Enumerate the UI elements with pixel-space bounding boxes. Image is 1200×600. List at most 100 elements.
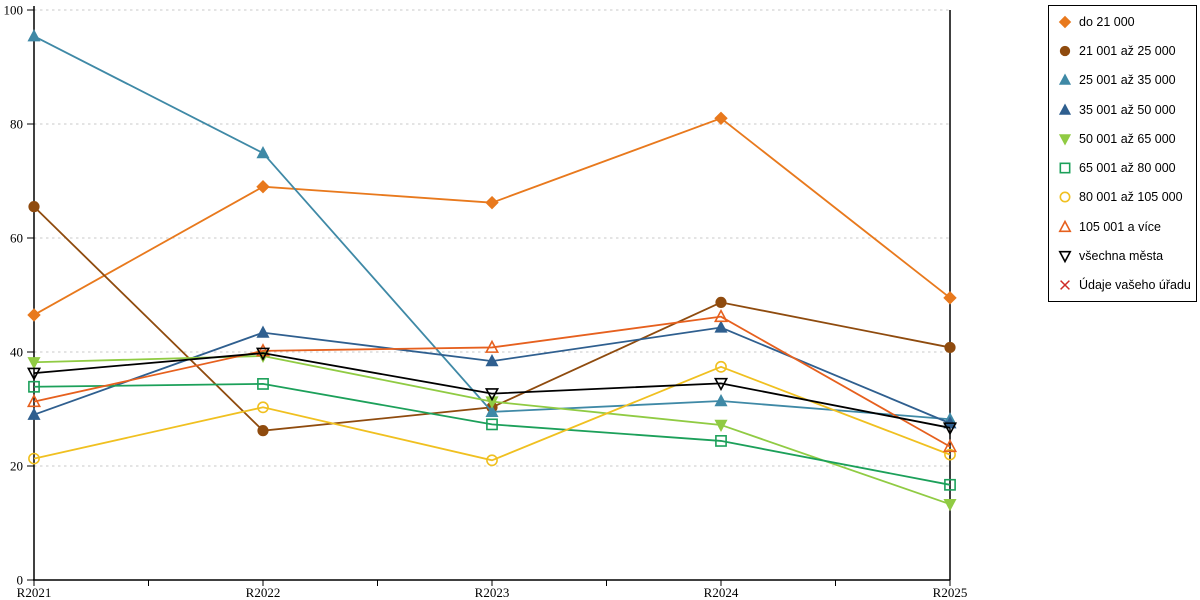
series-line-7 (33, 315, 951, 448)
legend-marker (1059, 46, 1071, 57)
triangle-up-filled-marker-icon (256, 325, 270, 338)
x-axis-tick-label: R2025 (933, 585, 968, 600)
triangle-up-open-marker-icon (484, 339, 500, 353)
diamond-filled-marker-icon (943, 291, 957, 305)
legend-item-label: 105 001 a více (1079, 219, 1162, 234)
legend-marker (1059, 191, 1071, 203)
triangle-up-open-marker-icon (1058, 219, 1072, 232)
diamond-filled-marker-icon (27, 308, 41, 322)
square-open-marker-icon (28, 380, 40, 393)
legend-item: 25 001 až 35 000 (1057, 71, 1192, 89)
square-open-marker-icon (1059, 162, 1071, 174)
triangle-down-filled-marker-icon (1058, 134, 1072, 146)
series-line-8 (33, 352, 951, 429)
legend-item-label: do 21 000 (1079, 15, 1135, 29)
circle-open-marker-icon (257, 401, 269, 414)
legend-item: Údaje vašeho úřadu (1057, 276, 1192, 294)
legend-marker (1058, 103, 1072, 115)
triangle-down-filled-marker-icon (943, 499, 957, 512)
legend-marker (1058, 15, 1072, 29)
legend-item: 21 001 až 25 000 (1057, 42, 1192, 60)
circle-filled-marker-icon (28, 201, 40, 213)
triangle-up-open-marker-icon (26, 393, 42, 408)
diamond-filled-marker-icon (485, 195, 499, 210)
legend-marker (1059, 162, 1071, 174)
legend-item: 65 001 až 80 000 (1057, 159, 1192, 177)
x-axis-tick-label: R2023 (475, 585, 510, 600)
triangle-up-filled-marker-icon (485, 354, 499, 367)
x-axis-tick-label: R2022 (246, 585, 281, 600)
triangle-up-filled-marker-icon (27, 407, 41, 420)
square-open-marker-icon (257, 378, 269, 390)
legend-marker (1058, 250, 1072, 263)
diamond-filled-marker-icon (1058, 15, 1072, 29)
triangle-down-filled-marker-icon (714, 419, 728, 433)
legend-item: 35 001 až 50 000 (1057, 101, 1192, 119)
triangle-up-filled-marker-icon (1058, 103, 1072, 115)
legend-item: všechna města (1057, 247, 1192, 265)
triangle-down-filled-marker-icon (485, 396, 499, 409)
circle-open-marker-icon (715, 360, 727, 373)
legend-item-label: 35 001 až 50 000 (1079, 102, 1176, 117)
y-axis-tick-label: 60 (10, 231, 23, 246)
legend-item: 50 001 až 65 000 (1057, 130, 1192, 148)
circle-filled-marker-icon (944, 341, 956, 354)
triangle-up-filled-marker-icon (485, 404, 499, 418)
triangle-up-open-marker-icon (713, 308, 729, 323)
triangle-up-filled-marker-icon (256, 146, 270, 159)
diamond-filled-marker-icon (714, 111, 728, 126)
legend-item-label: 25 001 až 35 000 (1079, 73, 1176, 88)
triangle-down-filled-marker-icon (27, 357, 41, 370)
triangle-down-open-marker-icon (484, 388, 500, 402)
square-open-marker-icon (715, 435, 727, 447)
diamond-filled-marker-icon (256, 179, 270, 194)
triangle-up-filled-marker-icon (27, 29, 41, 42)
triangle-down-open-marker-icon (26, 367, 42, 381)
triangle-up-open-marker-icon (255, 343, 271, 357)
y-axis-tick-label: 100 (4, 3, 24, 18)
y-axis-tick-label: 80 (10, 117, 23, 132)
series-line-6 (33, 365, 951, 462)
square-open-marker-icon (486, 418, 498, 431)
series-line-0 (33, 117, 951, 316)
circle-open-marker-icon (28, 452, 40, 465)
triangle-down-open-marker-icon (255, 347, 271, 361)
triangle-down-open-marker-icon (942, 422, 958, 436)
legend-item: do 21 000 (1057, 13, 1192, 31)
legend-item-label: Údaje vašeho úřadu (1079, 277, 1191, 292)
legend-item: 80 001 až 105 000 (1057, 188, 1192, 206)
legend-item-label: 50 001 až 65 000 (1079, 131, 1176, 146)
triangle-up-filled-marker-icon (714, 320, 728, 333)
circle-open-marker-icon (486, 454, 498, 467)
y-axis-tick-label: 0 (17, 573, 24, 588)
circle-open-marker-icon (944, 448, 956, 461)
legend-item-label: všechna města (1079, 248, 1164, 263)
triangle-up-filled-marker-icon (1058, 73, 1072, 86)
line-chart: 0 20 40 60 80 100 R2021 R2022 R2023 R2024 R2025 (4, 3, 968, 600)
square-open-marker-icon (944, 478, 956, 491)
legend-item-label: 80 001 až 105 000 (1079, 190, 1183, 205)
legend-marker (1058, 219, 1072, 232)
triangle-down-open-marker-icon (713, 377, 729, 392)
circle-filled-marker-icon (1059, 46, 1071, 57)
legend-item-label: 21 001 až 25 000 (1079, 44, 1176, 59)
x-axis-tick-label: R2024 (704, 585, 739, 600)
x-axis-tick-label: R2021 (17, 585, 52, 600)
triangle-up-filled-marker-icon (714, 393, 728, 407)
triangle-down-open-marker-icon (1058, 250, 1072, 263)
legend-marker (1060, 280, 1070, 290)
circle-filled-marker-icon (715, 296, 727, 309)
legend-item: 105 001 a více (1057, 218, 1192, 236)
y-axis-tick-label: 20 (10, 459, 23, 474)
circle-open-marker-icon (1059, 191, 1071, 203)
circle-filled-marker-icon (257, 425, 269, 437)
x-open-marker-icon (1060, 280, 1070, 290)
series-line-5 (33, 383, 951, 486)
legend-item-label: 65 001 až 80 000 (1079, 161, 1176, 176)
legend: do 21 000 21 001 až 25 000 25 001 až 35 00… (1048, 5, 1197, 302)
y-axis-tick-label: 40 (10, 345, 23, 360)
legend-marker (1058, 134, 1072, 146)
triangle-up-open-marker-icon (942, 438, 958, 453)
legend-marker (1058, 73, 1072, 86)
